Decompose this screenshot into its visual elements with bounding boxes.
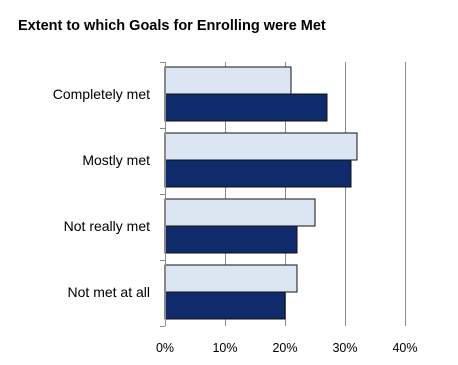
category-label: Not met at all (68, 284, 150, 300)
bar-1-0 (164, 66, 292, 95)
category-label: Mostly met (82, 152, 150, 168)
bar-2-0 (164, 93, 328, 122)
x-tick-label: 0% (156, 341, 174, 355)
bar-2-1 (164, 159, 352, 188)
category-label: Not really met (64, 218, 150, 234)
category-labels: Completely met Mostly met Not really met No… (53, 86, 150, 300)
bar-2-3 (164, 291, 286, 320)
x-tick-label: 20% (272, 341, 297, 355)
bar-1-3 (164, 264, 298, 293)
bar-2-2 (164, 225, 298, 254)
axis (160, 62, 166, 327)
bars (164, 66, 358, 320)
x-tick-label: 10% (212, 341, 237, 355)
x-tick-label: 30% (332, 341, 357, 355)
x-tick-label: 40% (392, 341, 417, 355)
chart-title: Extent to which Goals for Enrolling were… (18, 18, 326, 34)
tick-labels: 0% 10% 20% 30% 40% (156, 341, 418, 355)
bar-1-1 (164, 132, 358, 161)
category-label: Completely met (53, 86, 150, 102)
bar-1-2 (164, 198, 316, 227)
